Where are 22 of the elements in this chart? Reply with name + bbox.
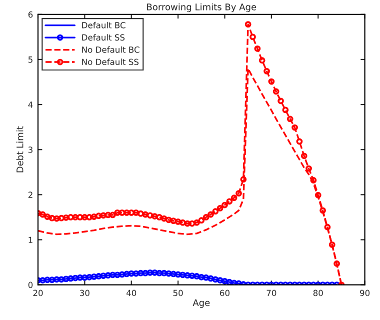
legend-label: No Default SS — [82, 58, 139, 66]
y-tick-label: 1 — [28, 236, 32, 243]
x-tick-label: 90 — [360, 290, 370, 296]
x-tick-label: 30 — [80, 290, 90, 296]
x-tick-label: 20 — [33, 290, 43, 296]
y-tick-label: 4 — [28, 102, 33, 108]
y-tick-label: 0 — [28, 282, 33, 288]
y-tick-label: 6 — [28, 11, 33, 18]
x-tick-label: 70 — [266, 290, 276, 296]
x-tick-label: 50 — [173, 290, 183, 296]
y-tick-label: 3 — [28, 146, 32, 153]
y-tick-label: 5 — [28, 56, 32, 63]
x-tick-label: 80 — [313, 290, 323, 296]
y-axis-title: Debt Limit — [16, 126, 24, 172]
legend-label: No Default BC — [82, 46, 140, 53]
y-tick-label: 2 — [28, 192, 32, 198]
chart-title: Borrowing Limits By Age — [147, 3, 256, 12]
x-tick-label: 40 — [126, 290, 136, 296]
x-tick-label: 60 — [220, 290, 230, 296]
legend-label: Default SS — [82, 34, 125, 41]
legend-label: Default BC — [82, 22, 126, 28]
x-axis-title: Age — [192, 299, 210, 308]
